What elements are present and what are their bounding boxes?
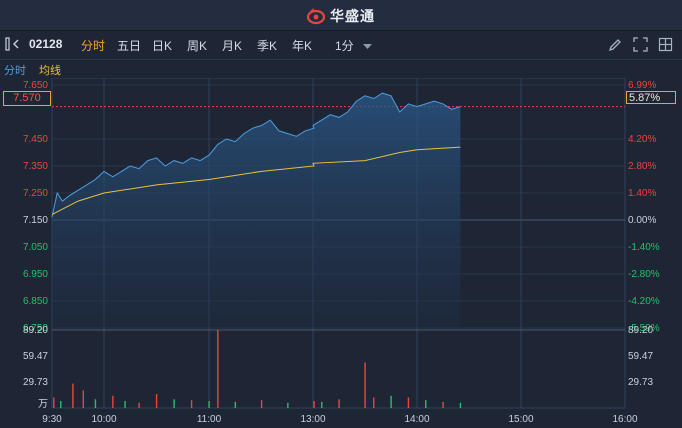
volume-bar <box>425 400 427 408</box>
price-tick-label: 6.950 <box>23 269 48 280</box>
huasheng-logo-icon <box>306 8 326 25</box>
volume-tick-label-left: 59.47 <box>23 351 48 362</box>
volume-bar <box>313 401 315 408</box>
price-tick-label: 7.150 <box>23 215 48 226</box>
time-tick-label: 16:00 <box>612 414 637 425</box>
time-tick-label: 14:00 <box>404 414 429 425</box>
chart-toolbar: 02128 分时 五日 日K 周K 月K 季K 年K 1分 <box>0 31 682 60</box>
volume-bar <box>72 383 74 408</box>
pct-tick-label: -1.40% <box>628 242 660 253</box>
pct-tick-label: -4.20% <box>628 296 660 307</box>
volume-bar <box>82 390 84 408</box>
price-tick-label: 7.050 <box>23 242 48 253</box>
volume-bar <box>217 330 219 408</box>
stock-code: 02128 <box>29 37 63 51</box>
price-line <box>51 92 461 218</box>
tab-time-share[interactable]: 分时 <box>81 39 106 53</box>
tab-five-day[interactable]: 五日 <box>117 39 142 53</box>
volume-tick-label-left: 29.73 <box>23 377 48 388</box>
title-bar: 华盛通 <box>0 0 682 31</box>
volume-bar <box>190 400 193 408</box>
volume-bar <box>53 397 55 408</box>
volume-bar <box>260 400 263 408</box>
price-tick-label: 7.250 <box>23 188 48 199</box>
pen-icon[interactable] <box>608 37 623 52</box>
tab-daily-k[interactable]: 日K <box>152 39 173 53</box>
expand-icon[interactable] <box>633 37 648 52</box>
avg-line-legend[interactable]: 均线 <box>39 65 61 77</box>
tab-monthly-k[interactable]: 月K <box>222 39 243 53</box>
panel-toggle-icon[interactable] <box>5 37 21 51</box>
pct-tick-label: 4.20% <box>628 134 656 145</box>
current-price-tag: 7.570 <box>3 91 51 106</box>
price-tick-label: 7.450 <box>23 134 48 145</box>
pct-tick-label: 6.99% <box>628 80 656 91</box>
volume-bar <box>94 399 97 408</box>
interval-select[interactable]: 1分 <box>335 37 373 54</box>
time-tick-label: 10:00 <box>91 414 116 425</box>
pct-tick-label: 2.80% <box>628 161 656 172</box>
volume-bar <box>407 397 410 408</box>
volume-bar <box>112 395 114 408</box>
volume-bar <box>208 401 210 408</box>
time-tick-label: 9:30 <box>42 414 62 425</box>
chevron-down-icon <box>363 43 373 49</box>
volume-bar <box>155 394 158 408</box>
volume-bar <box>390 395 392 408</box>
volume-bar <box>442 401 444 408</box>
tab-yearly-k[interactable]: 年K <box>292 39 313 53</box>
volume-unit-label: 万 <box>38 399 48 410</box>
volume-tick-label-left: 89.20 <box>23 325 48 336</box>
volume-bar <box>234 401 237 408</box>
price-area <box>52 93 461 328</box>
time-share-legend[interactable]: 分时 <box>4 65 26 77</box>
pct-tick-label: -2.80% <box>628 269 660 280</box>
price-tick-label: 7.350 <box>23 161 48 172</box>
volume-bar <box>60 401 62 408</box>
current-change-tag: 5.87% <box>626 91 676 104</box>
volume-bar <box>124 401 126 408</box>
volume-bar <box>364 362 366 408</box>
volume-bar <box>373 397 375 408</box>
tab-weekly-k[interactable]: 周K <box>187 39 208 53</box>
volume-bar <box>459 402 462 408</box>
price-tick-label: 7.650 <box>23 80 48 91</box>
volume-bar <box>321 401 323 408</box>
app-logo: 华盛通 <box>306 6 375 26</box>
volume-tick-label-right: 89.20 <box>628 325 653 336</box>
pct-tick-label: 0.00% <box>628 215 656 226</box>
grid-layout-icon[interactable] <box>658 37 673 52</box>
price-tick-label: 6.850 <box>23 296 48 307</box>
price-tick-label: 6.750 <box>23 323 48 334</box>
intraday-chart[interactable]: 7.650 7.450 7.350 7.250 7.150 7.050 6.950 6.850… <box>0 78 682 428</box>
tab-quarterly-k[interactable]: 季K <box>257 39 278 53</box>
avg-price-line <box>51 146 461 216</box>
pct-tick-label: 1.40% <box>628 188 656 199</box>
volume-tick-label-right: 59.47 <box>628 351 653 362</box>
pct-tick-label: -5.59% <box>628 323 660 334</box>
volume-bar <box>138 402 140 408</box>
volume-tick-label-right: 29.73 <box>628 377 653 388</box>
time-tick-label: 15:00 <box>508 414 533 425</box>
interval-value: 1分 <box>335 39 354 53</box>
app-brand-name: 华盛通 <box>330 8 375 24</box>
volume-bar <box>173 399 175 408</box>
indicator-bar: 分时 均线 <box>0 60 682 78</box>
volume-bar <box>287 402 289 408</box>
volume-bar <box>338 399 340 408</box>
time-tick-label: 11:00 <box>197 414 222 425</box>
time-tick-label: 13:00 <box>300 414 325 425</box>
